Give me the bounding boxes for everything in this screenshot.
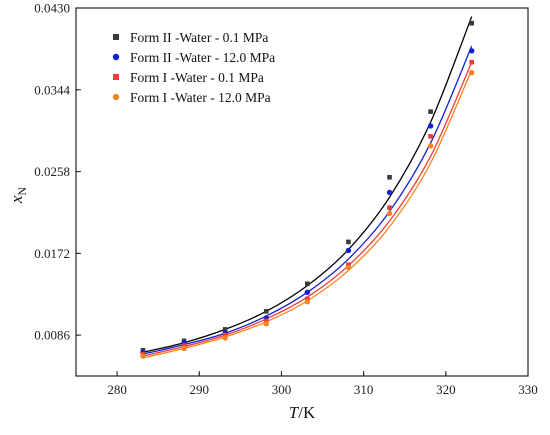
data-point-series-4 [222, 335, 228, 341]
y-tick-label: 0.0258 [34, 164, 70, 179]
data-point-series-4 [469, 69, 475, 76]
data-point-series-1 [469, 20, 475, 26]
y-tick-label: 0.0344 [34, 82, 70, 97]
legend-label: Form I -Water - 0.1 MPa [130, 70, 264, 85]
data-point-series-4 [386, 210, 393, 217]
y-axis-title-main: x [7, 195, 26, 204]
legend-marker-square [113, 74, 119, 80]
data-point-series-4 [345, 264, 352, 271]
legend-item-4: Form I -Water - 12.0 MPa [112, 90, 271, 105]
x-axis-title: T/K [289, 403, 316, 422]
data-point-series-4 [263, 321, 269, 327]
x-tick-label: 280 [107, 382, 127, 397]
data-point-series-3 [346, 262, 351, 268]
y-axis: 0.0086 0.0172 0.0258 0.0344 0.0430 [34, 1, 81, 343]
x-tick-label: 310 [354, 382, 374, 397]
data-point-series-3 [263, 318, 269, 324]
legend-item-2: Form II -Water - 12.0 MPa [112, 50, 275, 65]
data-point-series-4 [181, 345, 187, 352]
legend-item-3: Form I -Water - 0.1 MPa [113, 70, 264, 85]
data-points [140, 20, 475, 359]
data-point-series-2 [427, 123, 434, 129]
data-point-series-2 [345, 247, 352, 254]
data-point-series-1 [305, 281, 310, 287]
data-point-series-2 [469, 48, 475, 54]
y-axis-title: xN [7, 187, 29, 205]
legend-marker-circle [112, 93, 120, 101]
data-point-series-4 [304, 299, 311, 305]
x-axis: 280 290 300 310 320 330 [107, 371, 538, 397]
fit-line-series-2 [142, 45, 473, 355]
y-tick-label: 0.0430 [34, 1, 70, 16]
legend-marker-square [113, 34, 119, 40]
data-point-series-1 [387, 174, 392, 180]
data-point-series-1 [346, 239, 351, 245]
data-point-series-3 [428, 134, 433, 139]
data-point-series-4 [140, 353, 146, 359]
fit-line-series-3 [142, 61, 473, 357]
legend-marker-circle [112, 53, 120, 61]
x-axis-title-main: T [289, 403, 300, 422]
data-point-series-3 [305, 296, 310, 302]
data-point-series-1 [222, 327, 228, 332]
legend-item-1: Form II -Water - 0.1 MPa [113, 30, 268, 45]
data-point-series-2 [304, 289, 311, 296]
data-point-series-4 [427, 143, 434, 149]
data-point-series-3 [387, 205, 392, 210]
data-point-series-1 [428, 109, 433, 114]
data-point-series-3 [222, 332, 228, 338]
data-point-series-1 [263, 309, 269, 314]
y-tick-label: 0.0172 [34, 246, 70, 261]
legend-label: Form I -Water - 12.0 MPa [130, 90, 271, 105]
x-axis-title-unit: /K [298, 403, 316, 422]
x-tick-label: 300 [272, 382, 292, 397]
y-axis-title-sub: N [15, 187, 29, 196]
legend-label: Form II -Water - 0.1 MPa [130, 30, 268, 45]
data-point-series-2 [386, 189, 393, 196]
data-point-series-3 [181, 343, 187, 348]
legend-label: Form II -Water - 12.0 MPa [130, 50, 275, 65]
plot-area [75, 7, 529, 377]
data-point-series-3 [469, 59, 475, 65]
x-tick-label: 320 [436, 382, 456, 397]
x-tick-label: 330 [518, 382, 538, 397]
x-tick-label: 290 [190, 382, 210, 397]
legend: Form II -Water - 0.1 MPa Form II -Water -… [112, 30, 275, 105]
y-tick-label: 0.0086 [34, 328, 70, 343]
fit-line-series-4 [142, 69, 473, 359]
